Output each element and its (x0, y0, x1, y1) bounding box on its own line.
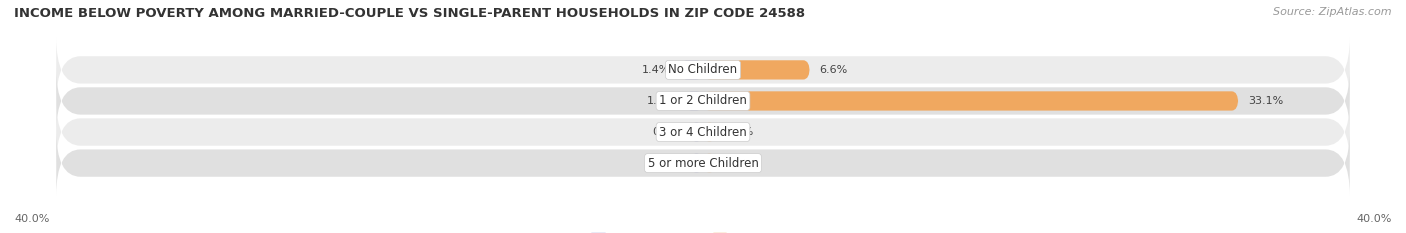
FancyBboxPatch shape (56, 99, 1350, 165)
FancyBboxPatch shape (703, 91, 1239, 111)
Text: 1 or 2 Children: 1 or 2 Children (659, 94, 747, 107)
Text: 5 or more Children: 5 or more Children (648, 157, 758, 170)
Text: 3 or 4 Children: 3 or 4 Children (659, 126, 747, 139)
Text: 1.4%: 1.4% (643, 65, 671, 75)
FancyBboxPatch shape (56, 37, 1350, 103)
Text: No Children: No Children (668, 63, 738, 76)
FancyBboxPatch shape (56, 130, 1350, 196)
Text: 40.0%: 40.0% (14, 214, 49, 224)
Text: 40.0%: 40.0% (1357, 214, 1392, 224)
Text: 0.0%: 0.0% (652, 158, 681, 168)
FancyBboxPatch shape (690, 154, 703, 173)
Text: Source: ZipAtlas.com: Source: ZipAtlas.com (1274, 7, 1392, 17)
FancyBboxPatch shape (703, 60, 810, 79)
FancyBboxPatch shape (681, 60, 703, 79)
FancyBboxPatch shape (703, 154, 716, 173)
FancyBboxPatch shape (685, 91, 703, 111)
FancyBboxPatch shape (690, 122, 703, 142)
Text: 0.0%: 0.0% (652, 127, 681, 137)
Text: INCOME BELOW POVERTY AMONG MARRIED-COUPLE VS SINGLE-PARENT HOUSEHOLDS IN ZIP COD: INCOME BELOW POVERTY AMONG MARRIED-COUPL… (14, 7, 806, 20)
FancyBboxPatch shape (703, 122, 716, 142)
Text: 6.6%: 6.6% (820, 65, 848, 75)
Text: 0.0%: 0.0% (725, 127, 754, 137)
Text: 33.1%: 33.1% (1249, 96, 1284, 106)
Legend: Married Couples, Single Parents: Married Couples, Single Parents (586, 229, 820, 233)
FancyBboxPatch shape (56, 68, 1350, 134)
Text: 1.1%: 1.1% (647, 96, 675, 106)
Text: 0.0%: 0.0% (725, 158, 754, 168)
